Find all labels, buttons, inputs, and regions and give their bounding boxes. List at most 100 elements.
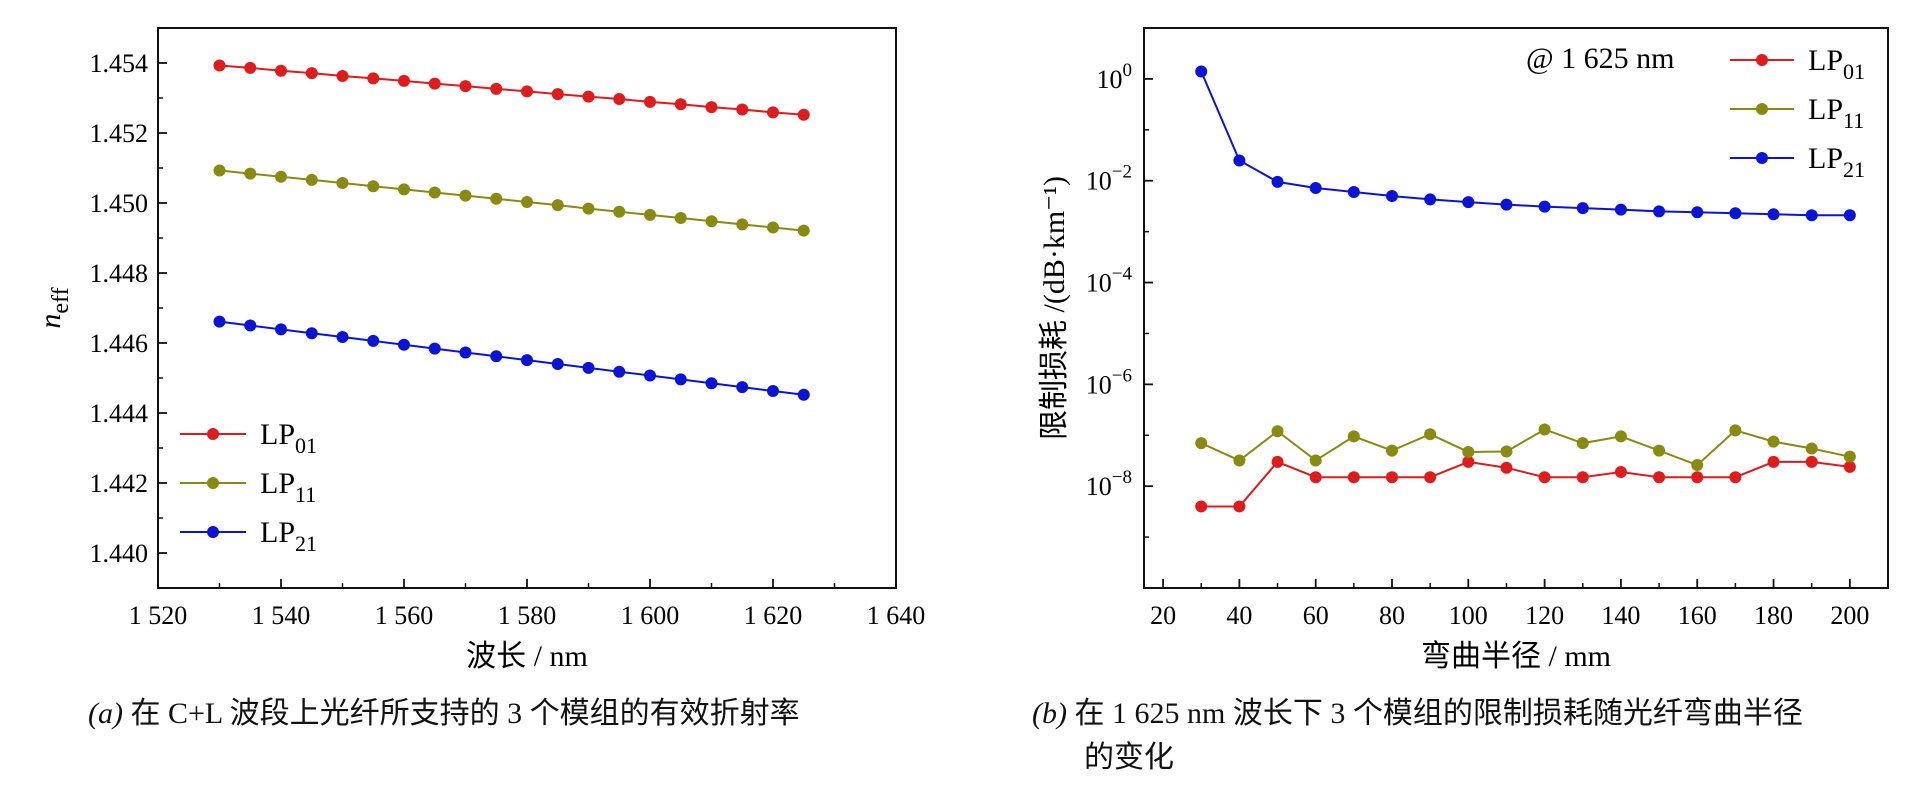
x-axis-label: 波长 / nm [466, 640, 588, 673]
legend-label: LP01 [260, 418, 317, 458]
data-point [1538, 471, 1551, 484]
data-point [244, 167, 257, 180]
data-point [1195, 500, 1208, 513]
y-tick-label: 10−8 [1086, 467, 1132, 501]
data-point [674, 212, 687, 225]
data-point [1691, 459, 1704, 472]
data-point [705, 215, 718, 228]
data-point [1614, 430, 1627, 443]
data-point [736, 103, 749, 116]
caption-a-tag: (a) [88, 697, 123, 730]
data-point [1843, 450, 1856, 463]
y-tick-label: 1.442 [90, 469, 149, 498]
data-point [398, 183, 410, 196]
x-tick-label: 200 [1830, 601, 1869, 630]
data-point [613, 205, 626, 218]
x-tick-label: 120 [1525, 601, 1564, 630]
x-tick-label: 1 540 [252, 601, 311, 630]
data-point [213, 164, 226, 177]
legend-entry: LP11 [180, 467, 316, 507]
series-line [1200, 71, 1850, 217]
data-point [1729, 207, 1742, 220]
series-LP21 [213, 315, 810, 401]
data-point [767, 106, 779, 119]
x-tick-label: 140 [1601, 601, 1640, 630]
legend-entry: LP21 [1730, 142, 1865, 182]
y-tick-label: 1.444 [90, 399, 149, 428]
data-point [1576, 202, 1589, 215]
caption-b-text-line2: 的变化 [1084, 741, 1174, 774]
legend-label: LP21 [260, 516, 317, 556]
data-point [1805, 455, 1818, 468]
data-point [705, 377, 718, 390]
data-point [1309, 471, 1322, 484]
y-tick-label: 1.448 [90, 259, 149, 288]
x-axis-label: 弯曲半径 / mm [1421, 640, 1611, 673]
data-point [582, 361, 595, 374]
data-point [705, 101, 718, 114]
y-tick-label: 1.440 [90, 539, 149, 568]
data-point [551, 358, 564, 370]
data-point [367, 72, 380, 85]
data-point [1271, 455, 1284, 468]
y-tick-label: 100 [1097, 60, 1133, 94]
chart-a-effective-index: 1 520 1 540 1 560 1 580 1 600 1 620 1 640 1.440… [34, 27, 925, 673]
legend-label: LP21 [1808, 142, 1865, 182]
y-tick-label: 1.454 [90, 49, 149, 78]
data-point [797, 224, 810, 237]
wavelength-annotation: @ 1 625 nm [1526, 42, 1674, 75]
data-point [1233, 154, 1246, 167]
data-point [490, 192, 503, 205]
data-point [275, 64, 287, 77]
x-tick-label: 1 520 [129, 601, 188, 630]
legend-label: LP11 [260, 467, 316, 507]
plot-frame [1143, 27, 1889, 589]
data-point [1500, 198, 1513, 211]
data-point [1500, 445, 1513, 458]
data-point [459, 346, 472, 359]
data-point [490, 82, 503, 95]
data-point [767, 221, 779, 234]
data-point [1653, 471, 1666, 484]
series-line [1200, 428, 1851, 467]
data-point [582, 90, 595, 103]
legend-entry: LP01 [180, 418, 317, 458]
x-tick-label: 160 [1678, 601, 1717, 630]
caption-b-line1: (b) 在 1 625 nm 波长下 3 个模组的限制损耗随光纤弯曲半径 [1032, 692, 1902, 736]
data-point [1195, 437, 1208, 450]
x-tick-label: 1 560 [375, 601, 434, 630]
x-tick-label: 40 [1226, 601, 1252, 630]
data-point [1347, 430, 1360, 443]
legend-entry: LP01 [1730, 44, 1865, 84]
data-point [428, 186, 441, 199]
data-point [1386, 444, 1398, 457]
data-point [244, 61, 257, 74]
data-point [1767, 208, 1780, 221]
data-point [244, 319, 257, 332]
data-point [428, 77, 441, 90]
caption-b-line2: 的变化 [1032, 736, 1902, 780]
data-point [644, 95, 656, 108]
data-point [1767, 455, 1780, 468]
caption-b: (b) 在 1 625 nm 波长下 3 个模组的限制损耗随光纤弯曲半径 的变化 [1032, 692, 1902, 780]
data-point [213, 59, 226, 72]
data-point [551, 88, 564, 101]
data-point [1462, 455, 1475, 468]
data-point [1691, 206, 1704, 219]
data-point [1386, 471, 1398, 484]
data-point [644, 369, 656, 382]
data-point [1614, 465, 1627, 478]
chart-b-confinement-loss: 20 40 60 80 100 120 140 160 180 200 100 10−2 10−4 10−… [1038, 27, 1889, 673]
data-point [336, 177, 349, 190]
data-point [1843, 460, 1856, 473]
series-line [1201, 460, 1850, 508]
legend-marker [1756, 103, 1768, 115]
data-point [1462, 196, 1475, 209]
x-tick-label: 60 [1303, 601, 1329, 630]
data-point [428, 342, 441, 355]
data-point [1462, 445, 1475, 458]
y-tick-label: 10−6 [1086, 365, 1132, 399]
data-point [613, 93, 626, 106]
data-point [367, 334, 380, 347]
data-point [1233, 454, 1246, 467]
